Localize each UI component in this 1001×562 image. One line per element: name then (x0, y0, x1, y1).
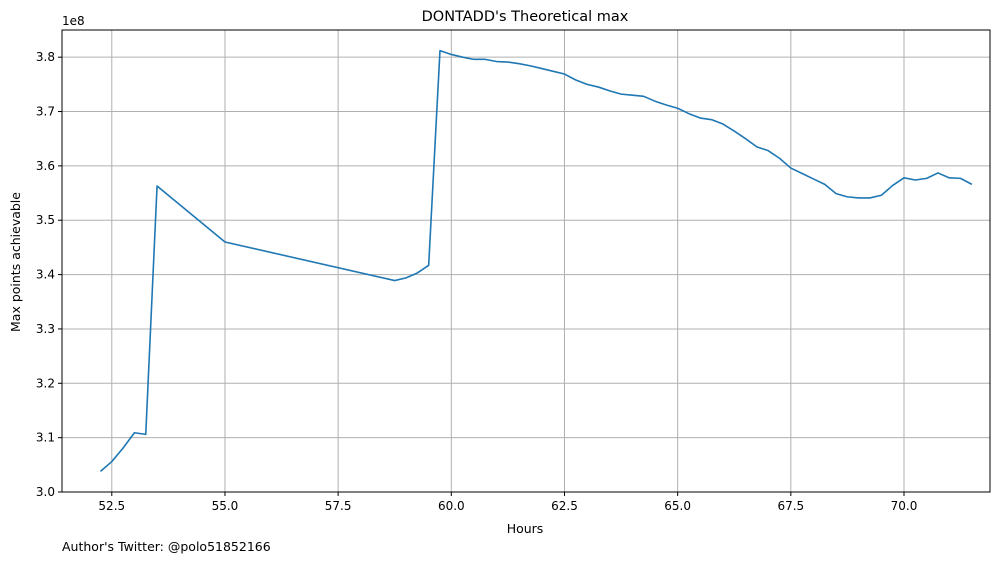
y-tick-label: 3.3 (36, 322, 55, 336)
y-tick-label: 3.2 (36, 376, 55, 390)
y-tick-label: 3.8 (36, 50, 55, 64)
series-layer (99, 49, 973, 472)
y-offset-label: 1e8 (62, 14, 85, 28)
x-tick-label: 57.5 (325, 499, 352, 513)
x-tick-label: 55.0 (212, 499, 239, 513)
x-tick-label: 60.0 (438, 499, 465, 513)
y-tick-label: 3.7 (36, 105, 55, 119)
y-axis-label: Max points achievable (8, 192, 23, 332)
plot-frame (61, 29, 991, 493)
chart-title: DONTADD's Theoretical max (422, 9, 629, 25)
x-tick-label: 70.0 (891, 499, 918, 513)
x-tick-label: 62.5 (551, 499, 578, 513)
y-tick-label: 3.1 (36, 431, 55, 445)
x-tick-label: 67.5 (777, 499, 804, 513)
x-tick-label: 52.5 (98, 499, 125, 513)
x-tick-label: 65.0 (664, 499, 691, 513)
y-tick-label: 3.4 (36, 268, 55, 282)
y-tick-label: 3.6 (36, 159, 55, 173)
author-footer: Author's Twitter: @polo51852166 (62, 539, 271, 554)
grid-layer (62, 30, 990, 493)
y-tick-label: 3.5 (36, 213, 55, 227)
y-tick-label: 3.0 (36, 485, 55, 499)
x-axis-label: Hours (507, 521, 544, 536)
axes-layer: 52.5 55.0 57.5 60.0 62.5 65.0 67.5 70.0 3.0 3.1 3.… (36, 29, 991, 513)
series-line (99, 49, 973, 472)
